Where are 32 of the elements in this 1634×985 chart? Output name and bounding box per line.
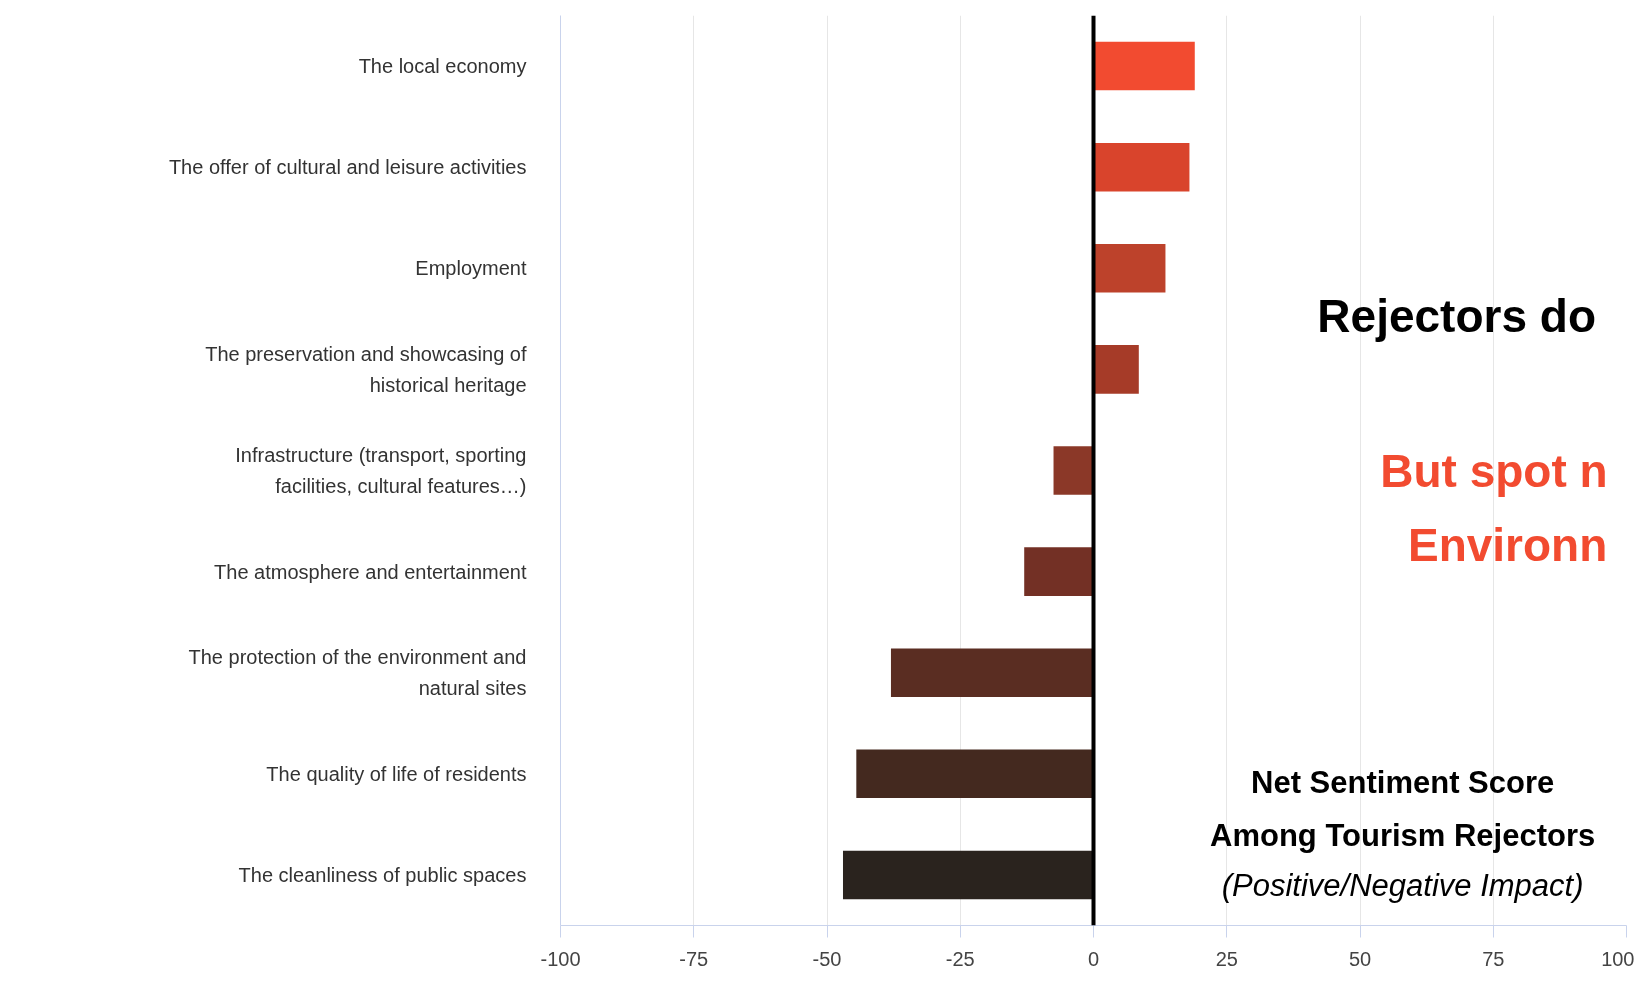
- bar: [1093, 244, 1166, 293]
- x-tick-label: -25: [945, 947, 975, 970]
- bar: [1024, 547, 1094, 596]
- y-tick-label: Infrastructure (transport, sporting facilities, cultural features…): [235, 444, 527, 497]
- x-tick-label: 25: [1215, 947, 1238, 970]
- annotation: But spot n: [1380, 444, 1608, 497]
- x-tick-label: 100: [1601, 947, 1634, 970]
- bar: [1053, 446, 1094, 495]
- bar: [890, 648, 1094, 697]
- text: (Positive/Negative Impact): [1221, 867, 1584, 903]
- y-tick-label: The local economy: [358, 55, 527, 78]
- x-tick-label: 50: [1348, 947, 1372, 970]
- bar: [1093, 41, 1195, 91]
- bar: [1093, 142, 1190, 192]
- y-tick-label: The cleanliness of public spaces: [238, 863, 527, 886]
- x-tick-label: 0: [1087, 947, 1100, 970]
- text: Net Sentiment Score Among Tourism Rejectors: [1210, 765, 1596, 853]
- x-tick-label: -50: [812, 947, 842, 970]
- annotation: Rejectors do: [1317, 289, 1596, 342]
- x-tick-label: -75: [679, 947, 709, 970]
- y-tick-label: The quality of life of residents: [266, 762, 527, 785]
- y-tick-label: Employment: [415, 257, 527, 280]
- x-tick-label: -100: [540, 947, 581, 970]
- y-tick-label: The offer of cultural and leisure activities: [168, 156, 527, 179]
- annotation: Environn: [1407, 519, 1608, 572]
- y-tick-label: The atmosphere and entertainment: [214, 560, 527, 583]
- bar: [842, 850, 1094, 900]
- bar: [1093, 345, 1139, 394]
- x-tick-label: 75: [1482, 947, 1505, 970]
- y-tick-label: The preservation and showcasing of historical heritage: [205, 342, 527, 396]
- y-tick-label: The protection of the environment and natural sites: [188, 646, 527, 700]
- bar: [856, 749, 1094, 799]
